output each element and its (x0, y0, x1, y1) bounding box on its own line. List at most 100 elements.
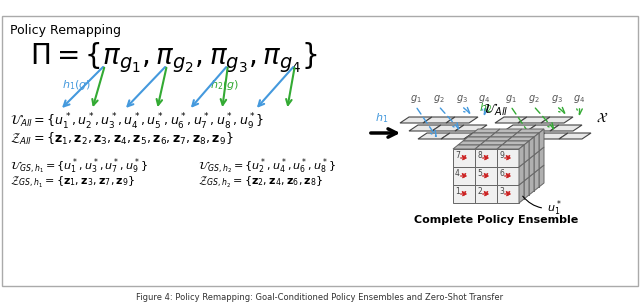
Bar (463, 159, 485, 177)
Polygon shape (524, 177, 529, 199)
Bar (502, 163, 524, 181)
Bar (512, 155, 534, 173)
Text: 4: 4 (455, 169, 460, 178)
Bar (463, 177, 485, 195)
Text: $g_2$: $g_2$ (433, 93, 444, 105)
Polygon shape (490, 133, 517, 137)
Text: $h_2$: $h_2$ (479, 101, 492, 115)
Bar (453, 167, 475, 185)
Text: $\mathcal{Z}_{GS,h_1} = \{\mathbf{z}_1, \mathbf{z}_3, \mathbf{z}_7, \mathbf{z}_9: $\mathcal{Z}_{GS,h_1} = \{\mathbf{z}_1, … (10, 175, 135, 190)
Bar (473, 151, 495, 169)
Bar (468, 137, 490, 155)
Bar (468, 173, 490, 191)
Bar (502, 181, 524, 199)
Bar (453, 185, 475, 203)
Polygon shape (446, 117, 478, 123)
Text: 1: 1 (455, 187, 460, 196)
Bar (507, 177, 529, 195)
Bar (480, 145, 502, 163)
Polygon shape (519, 163, 524, 185)
Polygon shape (539, 147, 544, 169)
Bar (497, 149, 519, 167)
Polygon shape (512, 133, 539, 137)
Text: $\mathcal{U}_{GS,h_2} = \{u_2^*, u_4^*, u_6^*, u_8^*\}$: $\mathcal{U}_{GS,h_2} = \{u_2^*, u_4^*, … (198, 156, 336, 176)
Text: $g_3$: $g_3$ (550, 93, 563, 105)
Polygon shape (529, 155, 534, 177)
Text: $h_1$: $h_1$ (374, 111, 388, 125)
Polygon shape (529, 137, 534, 159)
Text: $\mathcal{U}_{GS,h_1} = \{u_1^*, u_3^*, u_7^*, u_9^*\}$: $\mathcal{U}_{GS,h_1} = \{u_1^*, u_3^*, … (10, 156, 148, 176)
Polygon shape (497, 145, 524, 149)
Text: $g_1$: $g_1$ (504, 93, 516, 105)
Bar (453, 149, 475, 167)
Text: $g_1$: $g_1$ (410, 93, 421, 105)
Polygon shape (458, 141, 485, 145)
Text: 6: 6 (499, 169, 504, 178)
Polygon shape (473, 129, 500, 133)
Text: $g_2$: $g_2$ (527, 93, 540, 105)
Text: 5: 5 (477, 169, 482, 178)
Bar (497, 167, 519, 185)
Bar (507, 141, 529, 159)
Bar (485, 159, 507, 177)
Bar (502, 145, 524, 163)
Text: $\mathcal{Z}_{GS,h_2} = \{\mathbf{z}_2, \mathbf{z}_4, \mathbf{z}_6, \mathbf{z}_8: $\mathcal{Z}_{GS,h_2} = \{\mathbf{z}_2, … (198, 175, 323, 190)
Polygon shape (468, 133, 495, 137)
Polygon shape (529, 173, 534, 195)
Text: $u_1^*$: $u_1^*$ (523, 196, 562, 218)
Polygon shape (534, 169, 539, 191)
Polygon shape (519, 145, 524, 167)
Bar (475, 185, 497, 203)
Bar (490, 173, 512, 191)
Polygon shape (495, 129, 522, 133)
Bar (458, 145, 480, 163)
Bar (463, 141, 485, 159)
Text: $g_3$: $g_3$ (456, 93, 467, 105)
Text: Figure 4: Policy Remapping: Goal-Conditioned Policy Ensembles and Zero-Shot Tran: Figure 4: Policy Remapping: Goal-Conditi… (136, 293, 504, 302)
Bar (495, 151, 517, 169)
Polygon shape (518, 117, 550, 123)
Text: 2: 2 (477, 187, 482, 196)
Bar (507, 159, 529, 177)
Text: $h_1(g)$: $h_1(g)$ (62, 78, 91, 92)
Text: $\mathcal{U}_{All} = \{u_1^*, u_2^*, u_3^*, u_4^*, u_5^*, u_6^*, u_7^*, u_8^*, u: $\mathcal{U}_{All} = \{u_1^*, u_2^*, u_3… (10, 112, 264, 132)
Bar (490, 137, 512, 155)
Text: 8: 8 (477, 151, 482, 160)
Bar (2, 16, 638, 286)
Polygon shape (480, 141, 507, 145)
Polygon shape (539, 165, 544, 187)
Polygon shape (513, 133, 545, 139)
Bar (458, 181, 480, 199)
Polygon shape (507, 137, 534, 141)
Polygon shape (409, 125, 441, 131)
Bar (480, 181, 502, 199)
Bar (473, 133, 495, 151)
Bar (495, 169, 517, 187)
Polygon shape (534, 133, 539, 155)
Text: $\mathcal{X}$: $\mathcal{X}$ (596, 111, 608, 125)
Bar (480, 163, 502, 181)
Text: 9: 9 (499, 151, 504, 160)
Bar (517, 151, 539, 169)
Bar (485, 177, 507, 195)
Polygon shape (418, 133, 450, 139)
Polygon shape (559, 133, 591, 139)
Polygon shape (423, 117, 455, 123)
Polygon shape (541, 117, 573, 123)
Bar (458, 163, 480, 181)
Bar (497, 185, 519, 203)
Bar (517, 133, 539, 151)
Bar (495, 133, 517, 151)
Text: $\mathcal{Z}_{All} = \{\mathbf{z}_1, \mathbf{z}_2, \mathbf{z}_3, \mathbf{z}_4, \: $\mathcal{Z}_{All} = \{\mathbf{z}_1, \ma… (10, 131, 234, 147)
Bar (517, 169, 539, 187)
Text: 7: 7 (455, 151, 460, 160)
Bar (468, 155, 490, 173)
Polygon shape (502, 141, 529, 145)
Polygon shape (432, 125, 464, 131)
Polygon shape (536, 133, 568, 139)
Text: $\Pi = \{\pi_{g_1}, \pi_{g_2}, \pi_{g_3}, \pi_{g_4}\}$: $\Pi = \{\pi_{g_1}, \pi_{g_2}, \pi_{g_3}… (30, 40, 317, 75)
Text: 3: 3 (499, 187, 504, 196)
Polygon shape (453, 145, 480, 149)
Polygon shape (464, 133, 496, 139)
Text: $h_2(g)$: $h_2(g)$ (210, 78, 239, 92)
